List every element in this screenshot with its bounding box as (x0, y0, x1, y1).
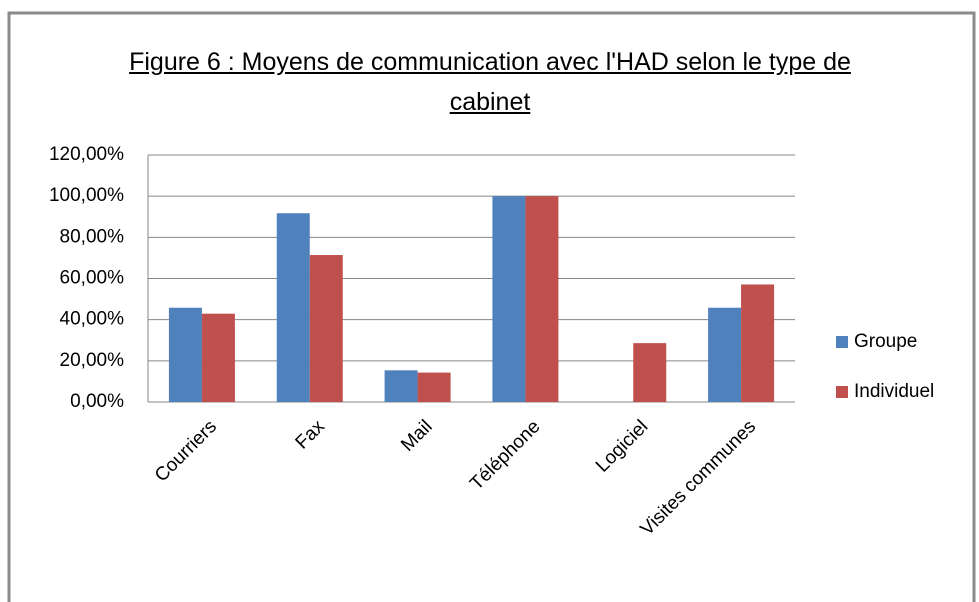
y-tick-label: 40,00% (60, 309, 125, 330)
x-tick-label: Visites communes (637, 416, 761, 540)
bar (525, 196, 559, 402)
y-tick-label: 80,00% (60, 226, 125, 247)
bar (309, 255, 343, 402)
x-tick-label: Fax (292, 416, 330, 454)
chart-title: Figure 6 : Moyens de communication avec … (129, 48, 851, 116)
bar (168, 307, 202, 402)
legend-swatch (836, 386, 848, 398)
bar (384, 370, 418, 402)
y-tick-label: 120,00% (49, 144, 124, 165)
bar (708, 307, 742, 402)
legend-swatch (836, 336, 848, 348)
legend-label: Groupe (854, 331, 917, 352)
legend-label: Individuel (854, 381, 934, 402)
y-tick-label: 0,00% (70, 391, 124, 412)
x-tick-label: Mail (397, 416, 436, 455)
x-tick-label: Logiciel (592, 416, 652, 476)
bar (492, 196, 526, 402)
y-tick-label: 20,00% (60, 350, 125, 371)
bar (201, 313, 235, 402)
bar (741, 284, 775, 402)
bar (417, 372, 451, 402)
y-tick-label: 60,00% (60, 268, 125, 289)
x-tick-label: Téléphone (466, 416, 544, 494)
chart-frame (7, 11, 976, 602)
x-tick-label: Courriers (151, 416, 221, 486)
bar (633, 343, 667, 402)
bar (276, 213, 310, 402)
y-tick-label: 100,00% (49, 185, 124, 206)
